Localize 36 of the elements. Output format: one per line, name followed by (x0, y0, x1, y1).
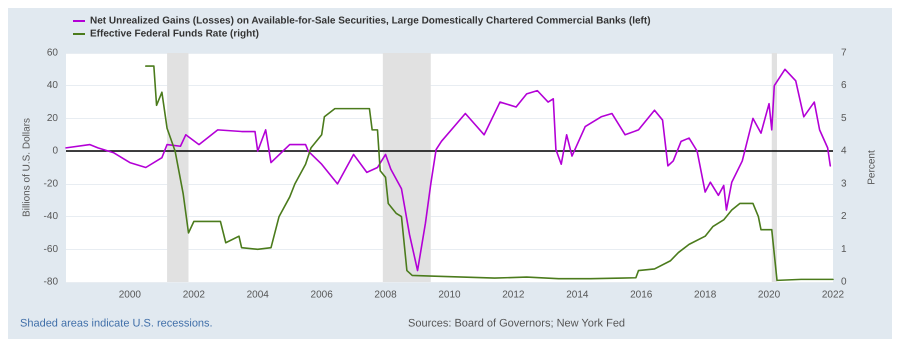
x-tick-label: 2020 (758, 290, 781, 300)
y2-tick-label: 3 (841, 178, 847, 190)
y-tick-label: -40 (44, 211, 58, 222)
legend-label: Effective Federal Funds Rate (right) (90, 28, 259, 40)
x-tick-label: 2008 (374, 290, 398, 300)
y2-tick-label: 5 (841, 112, 847, 124)
x-tick-label: 2002 (182, 290, 206, 300)
y2-tick-label: 6 (841, 80, 847, 92)
y-axis-title: Billions of U.S. Dollars (22, 118, 32, 217)
y-tick-label: -60 (44, 244, 58, 255)
y-tick-label: 20 (46, 112, 58, 124)
y2-tick-label: 1 (841, 244, 847, 255)
x-tick-label: 2014 (566, 290, 589, 300)
y-tick-label: 60 (46, 48, 58, 58)
x-tick-label: 2012 (502, 290, 525, 300)
x-tick-label: 2006 (310, 290, 334, 300)
y-tick-label: 0 (52, 146, 58, 157)
source-note: Sources: Board of Governors; New York Fed (408, 318, 626, 330)
x-tick-label: 2000 (118, 290, 142, 300)
x-tick-label: 2022 (822, 290, 845, 300)
y2-axis-title: Percent (866, 150, 878, 185)
x-tick-label: 2018 (694, 290, 717, 300)
y-tick-label: -80 (44, 276, 58, 288)
x-tick-label: 2016 (630, 290, 653, 300)
y2-tick-label: 7 (841, 48, 847, 58)
y2-tick-label: 4 (841, 146, 847, 157)
y-tick-label: -20 (44, 178, 58, 190)
y2-tick-label: 2 (841, 211, 847, 222)
y-tick-label: 40 (46, 80, 58, 92)
line-series (144, 65, 834, 282)
y2-tick-label: 0 (841, 276, 847, 288)
x-tick-label: 2004 (246, 290, 270, 300)
text: Shaded areas indicate U.S. recessions. (20, 318, 213, 330)
x-tick-label: 2010 (438, 290, 462, 300)
legend-label: Net Unrealized Gains (Losses) on Available-for-Sale Securities, Large Domestically Chartered Commercial Banks (left) (90, 16, 651, 26)
line-series (65, 68, 832, 272)
